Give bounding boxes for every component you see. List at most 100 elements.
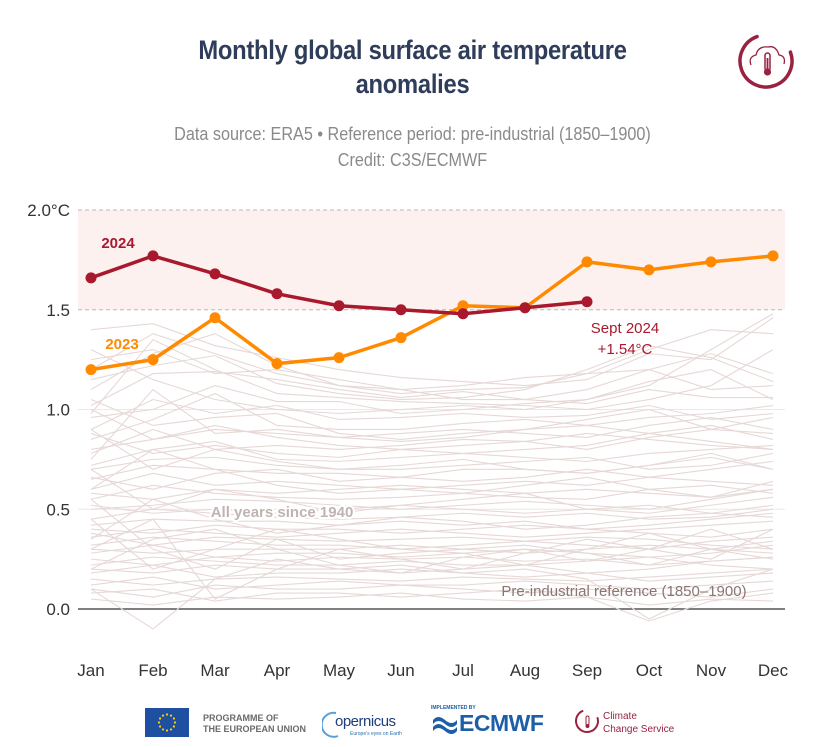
eu-star <box>172 717 176 720</box>
eu-star <box>161 728 165 731</box>
x-tick-label: Sep <box>572 661 602 680</box>
x-tick-label: Jan <box>77 661 104 680</box>
background-year-line <box>90 468 774 490</box>
background-year-line <box>90 556 774 566</box>
background-year-line <box>90 424 774 458</box>
background-year-line <box>90 592 774 606</box>
footer-logos <box>0 700 825 747</box>
background-year-line <box>90 452 774 470</box>
annotations: 2024 2023 Sept 2024 +1.54°C All years since … <box>101 235 746 600</box>
background-year-lines <box>90 313 774 630</box>
subtitle-credit: Credit: C3S/ECMWF <box>337 150 488 170</box>
background-year-line <box>90 518 774 600</box>
background-year-line <box>90 568 774 586</box>
eu-flag-logo <box>145 708 189 737</box>
x-tick-label: Feb <box>138 661 167 680</box>
background-year-line <box>90 460 774 490</box>
background-year-line <box>90 333 774 391</box>
preindustrial-reference-label: Pre-industrial reference (1850–1900) <box>501 583 746 600</box>
x-tick-label: May <box>323 661 356 680</box>
background-year-line <box>90 544 774 554</box>
data-point-2023-nov <box>705 256 717 268</box>
background-year-line <box>90 528 774 574</box>
background-year-line <box>90 317 774 387</box>
data-point-2024-may <box>333 300 345 312</box>
x-tick-label: Aug <box>510 661 540 680</box>
background-year-line <box>90 448 774 498</box>
copernicus-logo-icon <box>322 711 339 738</box>
background-year-line <box>90 456 774 480</box>
eu-label-line2: THE EUROPEAN UNION <box>203 724 307 734</box>
ecmwf-wordmark: ECMWF <box>459 710 544 736</box>
background-year-line <box>90 409 774 450</box>
data-point-2023-apr <box>271 358 283 370</box>
eu-stars-icon <box>157 713 177 732</box>
y-tick-label: 1.5 <box>46 301 70 320</box>
data-point-2024-mar <box>209 268 221 280</box>
background-year-line <box>90 392 774 440</box>
series-line-2023 <box>90 254 774 372</box>
eu-star <box>169 714 173 717</box>
data-point-2023-mar <box>209 312 221 324</box>
x-tick-label: Jul <box>452 661 474 680</box>
background-year-line <box>90 338 774 414</box>
chart-subtitle: Data source: ERA5 • Reference period: pr… <box>41 121 784 173</box>
data-point-2024-jun <box>395 304 407 316</box>
copernicus-wordmark: opernicus <box>335 713 396 730</box>
data-point-2024-feb <box>147 250 159 262</box>
ecmwf-wave-icon <box>433 717 457 734</box>
background-year-line <box>90 484 774 500</box>
x-tick-label: Oct <box>636 661 663 680</box>
x-tick-label: Jun <box>387 661 414 680</box>
background-year-line <box>90 484 774 500</box>
data-point-2023-jan <box>85 364 97 376</box>
background-year-line <box>90 518 774 570</box>
background-year-line <box>90 345 774 401</box>
x-tick-label: Nov <box>696 661 727 680</box>
data-point-2024-aug <box>519 302 531 314</box>
background-year-line <box>90 428 774 454</box>
eu-programme-label: PROGRAMME OF THE EUROPEAN UNION <box>203 713 306 735</box>
data-point-2023-feb <box>147 354 159 366</box>
eu-label-line1: PROGRAMME OF <box>203 713 279 723</box>
data-point-2023-dec <box>767 250 779 262</box>
data-point-2023-jul <box>457 300 469 312</box>
background-year-line <box>90 398 774 430</box>
label-2024: 2024 <box>101 235 135 252</box>
c3s-thermometer-cloud-icon <box>738 34 794 89</box>
eu-star <box>161 714 165 717</box>
all-years-label: All years since 1940 <box>211 504 354 521</box>
y-axis-ticks: 2.0°C 1.5 1.0 0.5 0.0 <box>27 201 70 619</box>
background-year-line <box>90 428 774 474</box>
eu-star <box>165 729 169 732</box>
eu-star <box>173 721 177 724</box>
label-2023: 2023 <box>105 336 138 353</box>
sept-2024-callout-title: Sept 2024 <box>591 320 659 337</box>
data-point-2024-sep <box>581 296 593 308</box>
eu-star <box>157 721 161 724</box>
background-year-line <box>90 416 774 450</box>
data-point-2023-sep <box>581 256 593 268</box>
background-year-line <box>90 544 774 558</box>
x-axis-ticks: Jan Feb Mar Apr May Jun Jul Aug Sep Oct Nov Dec <box>77 661 788 680</box>
background-year-line <box>90 468 774 514</box>
temperature-chart: 2.0°C 1.5 1.0 0.5 0.0 Jan Feb Mar Apr May Jun Jul A… <box>27 201 788 680</box>
above-1.5-band <box>78 210 785 310</box>
copernicus-tagline: Europe's eyes on Earth <box>350 731 402 737</box>
background-year-line <box>90 349 774 415</box>
background-year-line <box>90 520 774 538</box>
background-year-line <box>90 498 774 540</box>
climate-change-service-label: Climate Change Service <box>603 710 674 736</box>
background-year-line <box>90 508 774 520</box>
background-year-line <box>90 512 774 530</box>
y-tick-label: 2.0°C <box>27 201 70 220</box>
background-year-line <box>90 504 774 518</box>
ccs-label-line2: Change Service <box>603 724 675 735</box>
subtitle-source: Data source: ERA5 • Reference period: pr… <box>174 124 651 144</box>
ecmwf-implemented-by: IMPLEMENTED BY <box>431 705 476 711</box>
background-year-line <box>90 564 774 582</box>
chart-title-line2: anomalies <box>355 69 470 99</box>
eu-star <box>158 725 162 728</box>
chart-title: Monthly global surface air temperature a… <box>50 33 776 101</box>
background-year-line <box>90 329 774 395</box>
